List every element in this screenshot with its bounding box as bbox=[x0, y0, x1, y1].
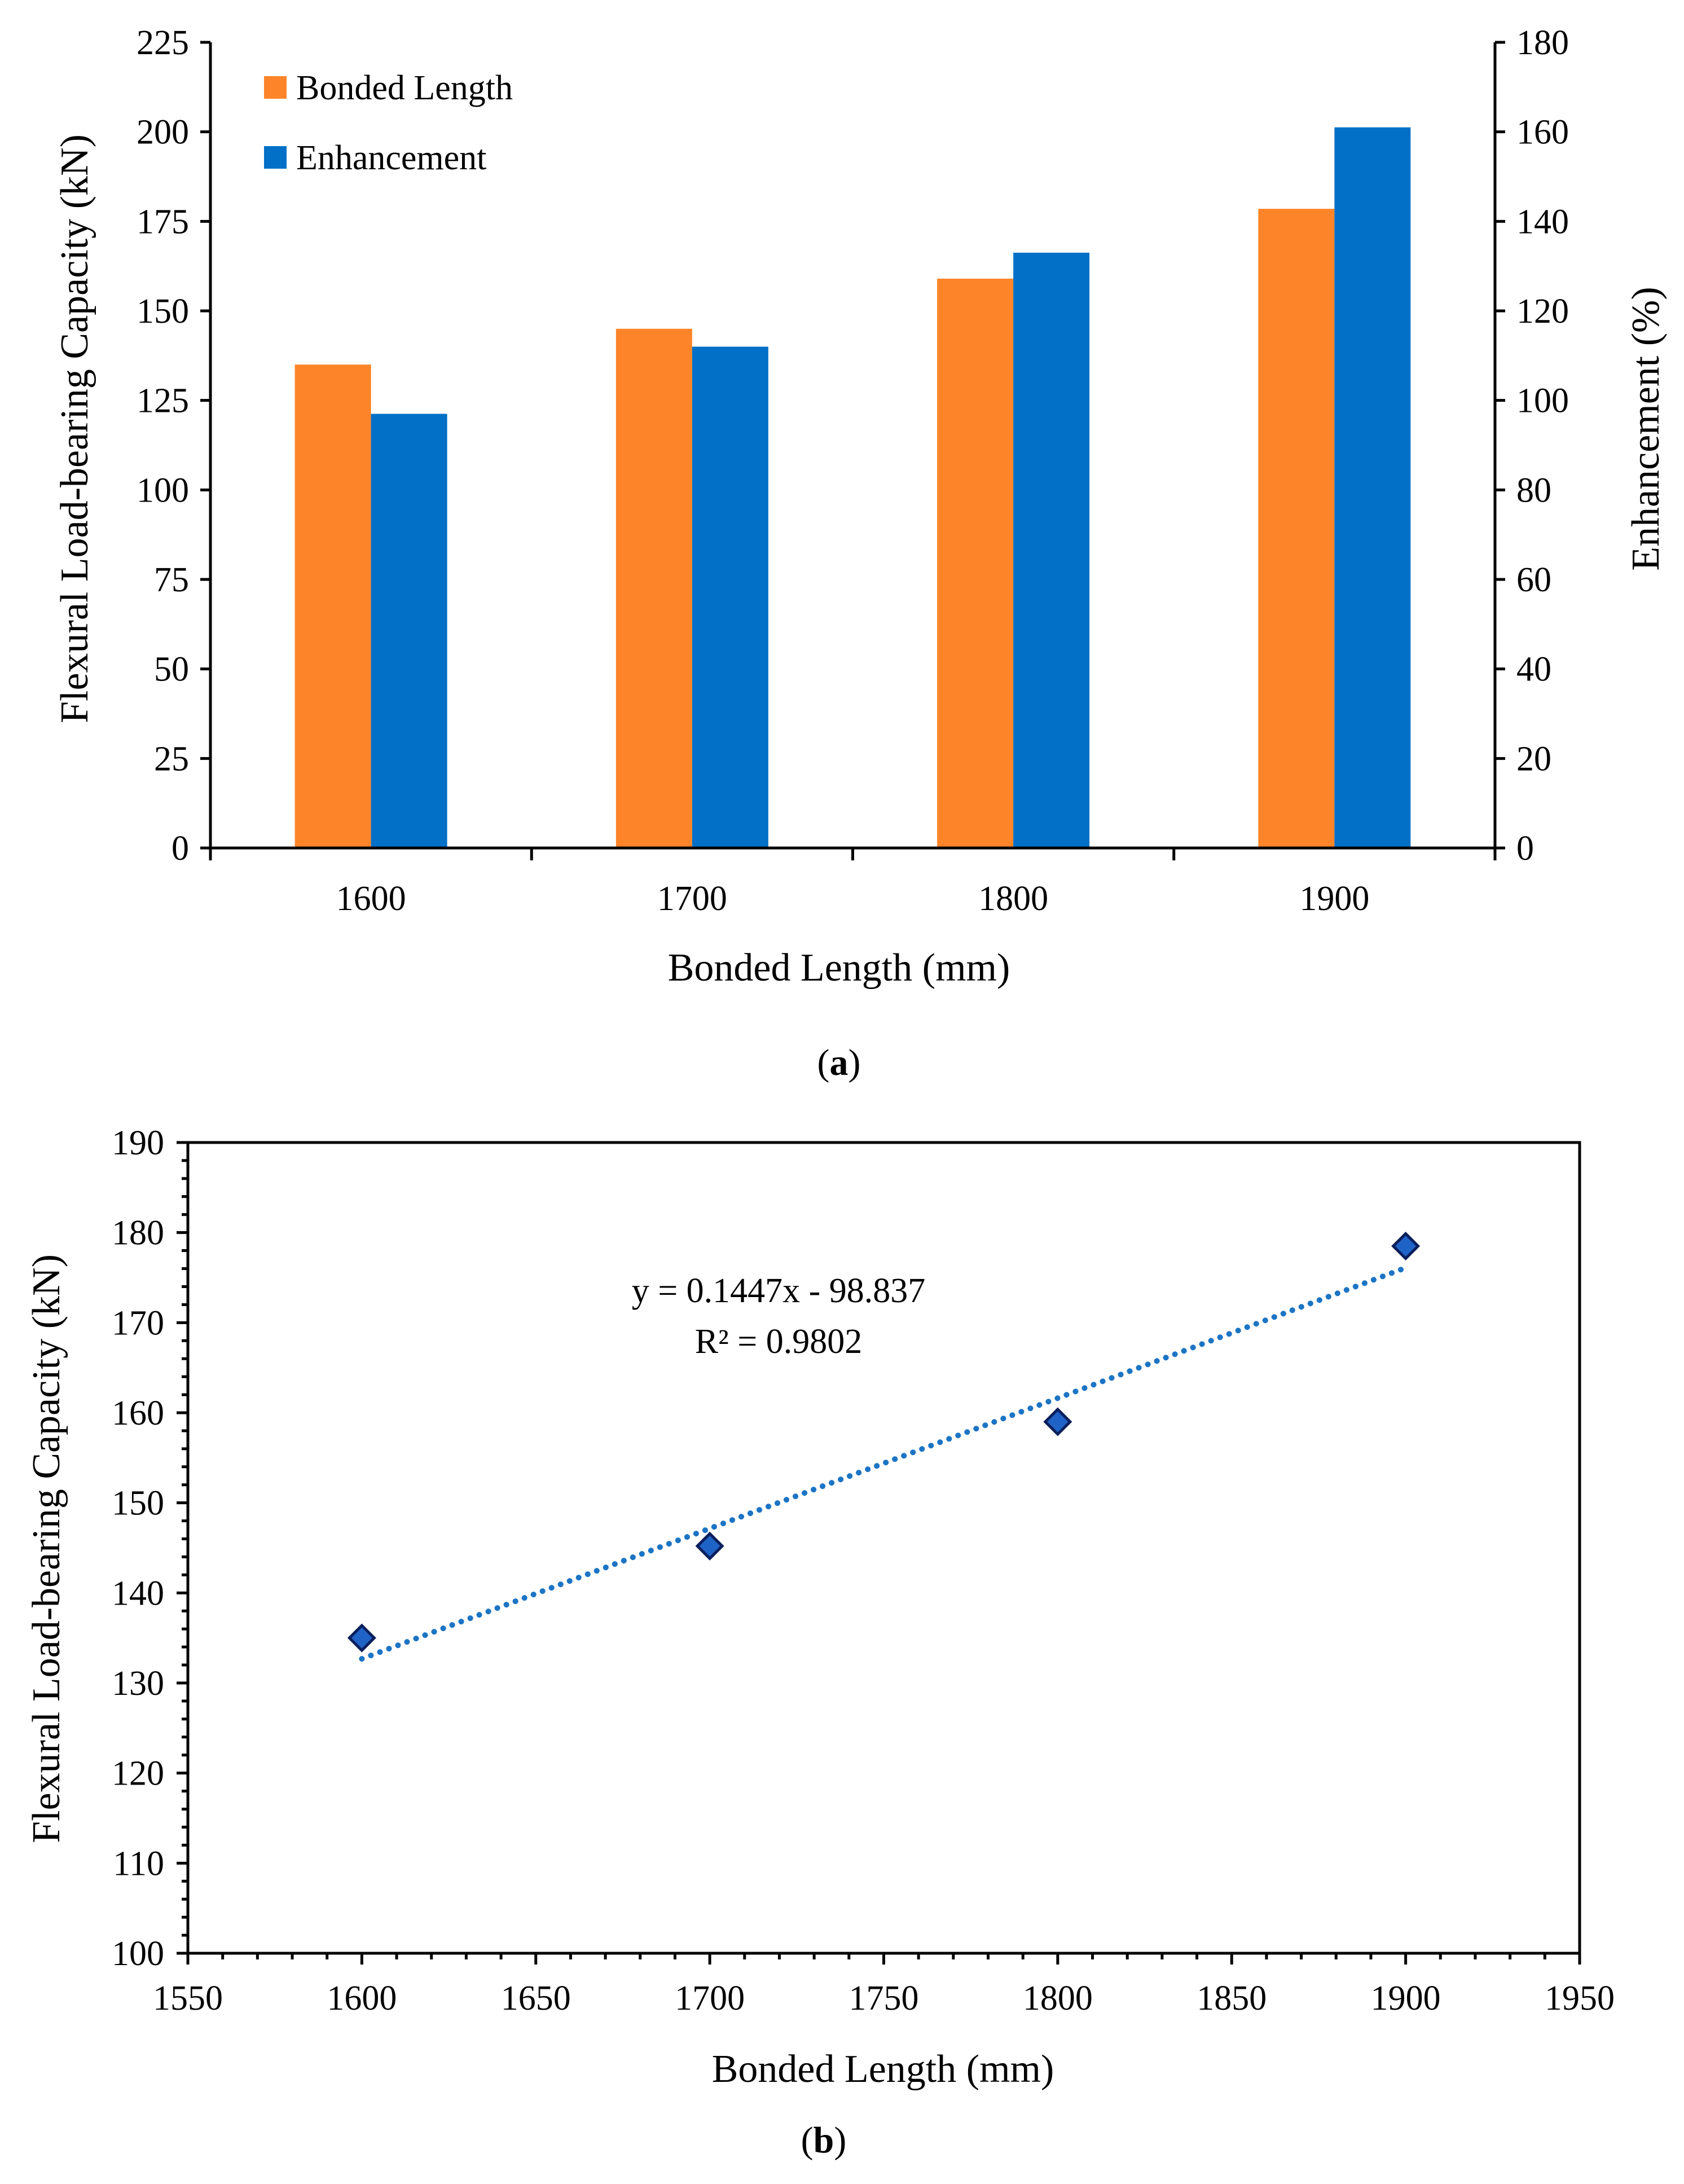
chart-a-y2-tick-labels: 0 20 40 60 80 100 120 140 160 180 bbox=[1516, 24, 1569, 868]
bar-enhancement-1600 bbox=[371, 414, 447, 848]
y2-tick-label: 120 bbox=[1516, 292, 1569, 331]
chart-a-y2-axis-title: Enhancement (%) bbox=[1624, 287, 1668, 570]
chart-b-x-axis-title: Bonded Length (mm) bbox=[712, 2047, 1054, 2091]
y-tick-label: 100 bbox=[112, 1935, 164, 1973]
y-tick-label: 75 bbox=[154, 561, 189, 599]
y-tick-label: 190 bbox=[112, 1124, 164, 1162]
y2-tick-label: 60 bbox=[1516, 561, 1551, 599]
y-tick-label: 25 bbox=[154, 740, 189, 778]
y-tick-label: 180 bbox=[112, 1214, 164, 1253]
bar-bonded-length-1700 bbox=[615, 328, 692, 848]
x-tick-label: 1600 bbox=[336, 880, 406, 918]
y-tick-label: 140 bbox=[112, 1574, 164, 1612]
x-tick-label: 1700 bbox=[657, 880, 727, 918]
x-tick-label: 1750 bbox=[849, 1979, 919, 2018]
y2-tick-label: 140 bbox=[1516, 203, 1569, 241]
chart-a-bars bbox=[294, 127, 1411, 848]
caption-b-close: ) bbox=[834, 2120, 846, 2161]
bar-bonded-length-1900 bbox=[1258, 209, 1335, 848]
chart-a-legend: Bonded Length Enhancement bbox=[264, 69, 513, 177]
legend-label-bonded-length: Bonded Length bbox=[296, 69, 513, 107]
x-tick-label: 1700 bbox=[675, 1979, 745, 2018]
y2-tick-label: 180 bbox=[1516, 24, 1569, 62]
y2-tick-label: 40 bbox=[1516, 651, 1551, 689]
y-tick-label: 100 bbox=[137, 471, 189, 509]
x-tick-label: 1800 bbox=[978, 880, 1048, 918]
legend-swatch-bonded-length bbox=[264, 76, 287, 99]
y-tick-label: 175 bbox=[137, 203, 189, 241]
x-tick-label: 1600 bbox=[327, 1979, 397, 2018]
chart-a-y-axis-title: Flexural Load-bearing Capacity (kN) bbox=[53, 134, 96, 723]
bar-enhancement-1700 bbox=[692, 346, 768, 848]
bar-bonded-length-1800 bbox=[937, 278, 1014, 848]
bar-enhancement-1900 bbox=[1334, 127, 1411, 848]
y2-tick-label: 100 bbox=[1516, 382, 1569, 420]
legend-swatch-enhancement bbox=[264, 146, 287, 169]
y2-tick-label: 160 bbox=[1516, 113, 1569, 152]
bar-bonded-length-1600 bbox=[294, 364, 371, 848]
x-tick-label: 1900 bbox=[1371, 1979, 1441, 2018]
y-tick-label: 110 bbox=[113, 1844, 164, 1883]
chart-a-x-tick-labels: 1600 1700 1800 1900 bbox=[336, 880, 1370, 918]
data-point-1800 bbox=[1043, 1407, 1072, 1436]
chart-b-x-tick-labels: 1550 1600 1650 1700 1750 1800 1850 1900 1950 bbox=[153, 1979, 1615, 2018]
x-tick-label: 1900 bbox=[1299, 880, 1369, 918]
caption-b-open: ( bbox=[801, 2120, 814, 2161]
chart-a: 0 25 50 75 100 125 150 175 200 225 0 20 40 60 80 100 12… bbox=[53, 24, 1668, 1083]
x-tick-label: 1650 bbox=[501, 1979, 571, 2018]
y-tick-label: 125 bbox=[137, 382, 189, 420]
caption-a-open: ( bbox=[817, 1042, 830, 1083]
chart-a-y-tick-labels: 0 25 50 75 100 125 150 175 200 225 bbox=[137, 24, 189, 868]
data-point-1900 bbox=[1391, 1232, 1421, 1261]
x-tick-label: 1950 bbox=[1545, 1979, 1615, 2018]
y2-tick-label: 80 bbox=[1516, 471, 1551, 509]
x-tick-label: 1550 bbox=[153, 1979, 223, 2018]
trendline-equation: y = 0.1447x - 98.837 bbox=[632, 1272, 926, 1310]
y-tick-label: 130 bbox=[112, 1664, 164, 1703]
legend-label-enhancement: Enhancement bbox=[296, 139, 486, 177]
y-tick-label: 225 bbox=[137, 24, 189, 62]
trendline-r2: R² = 0.9802 bbox=[695, 1322, 862, 1361]
y-tick-label: 50 bbox=[154, 651, 189, 689]
y-tick-label: 160 bbox=[112, 1394, 164, 1432]
chart-b-y-tick-labels: 100 110 120 130 140 150 160 170 180 190 bbox=[112, 1124, 164, 1973]
x-tick-label: 1800 bbox=[1023, 1979, 1093, 2018]
chart-b-points bbox=[347, 1232, 1421, 1653]
y-tick-label: 0 bbox=[172, 829, 189, 868]
data-point-1700 bbox=[695, 1531, 724, 1561]
y2-tick-label: 0 bbox=[1516, 829, 1534, 868]
x-tick-label: 1850 bbox=[1197, 1979, 1267, 2018]
caption-a-close: ) bbox=[848, 1042, 861, 1083]
caption-b-letter: b bbox=[814, 2120, 834, 2161]
chart-b-caption: (b) bbox=[801, 2120, 847, 2161]
y-tick-label: 150 bbox=[137, 292, 189, 331]
y-tick-label: 120 bbox=[112, 1755, 164, 1793]
chart-a-caption: (a) bbox=[817, 1042, 861, 1083]
data-point-1600 bbox=[347, 1623, 376, 1653]
chart-b-y-axis-title: Flexural Load-bearing Capacity (kN) bbox=[25, 1254, 68, 1843]
y-tick-label: 170 bbox=[112, 1304, 164, 1342]
trendline bbox=[359, 1265, 1409, 1662]
y2-tick-label: 20 bbox=[1516, 740, 1551, 778]
caption-a-letter: a bbox=[830, 1042, 848, 1083]
chart-b-axes bbox=[177, 1141, 1581, 1965]
chart-a-axes bbox=[200, 41, 1505, 860]
chart-a-x-axis-title: Bonded Length (mm) bbox=[668, 946, 1010, 990]
bar-enhancement-1800 bbox=[1013, 252, 1090, 848]
y-tick-label: 150 bbox=[112, 1484, 164, 1523]
y-tick-label: 200 bbox=[137, 113, 189, 152]
